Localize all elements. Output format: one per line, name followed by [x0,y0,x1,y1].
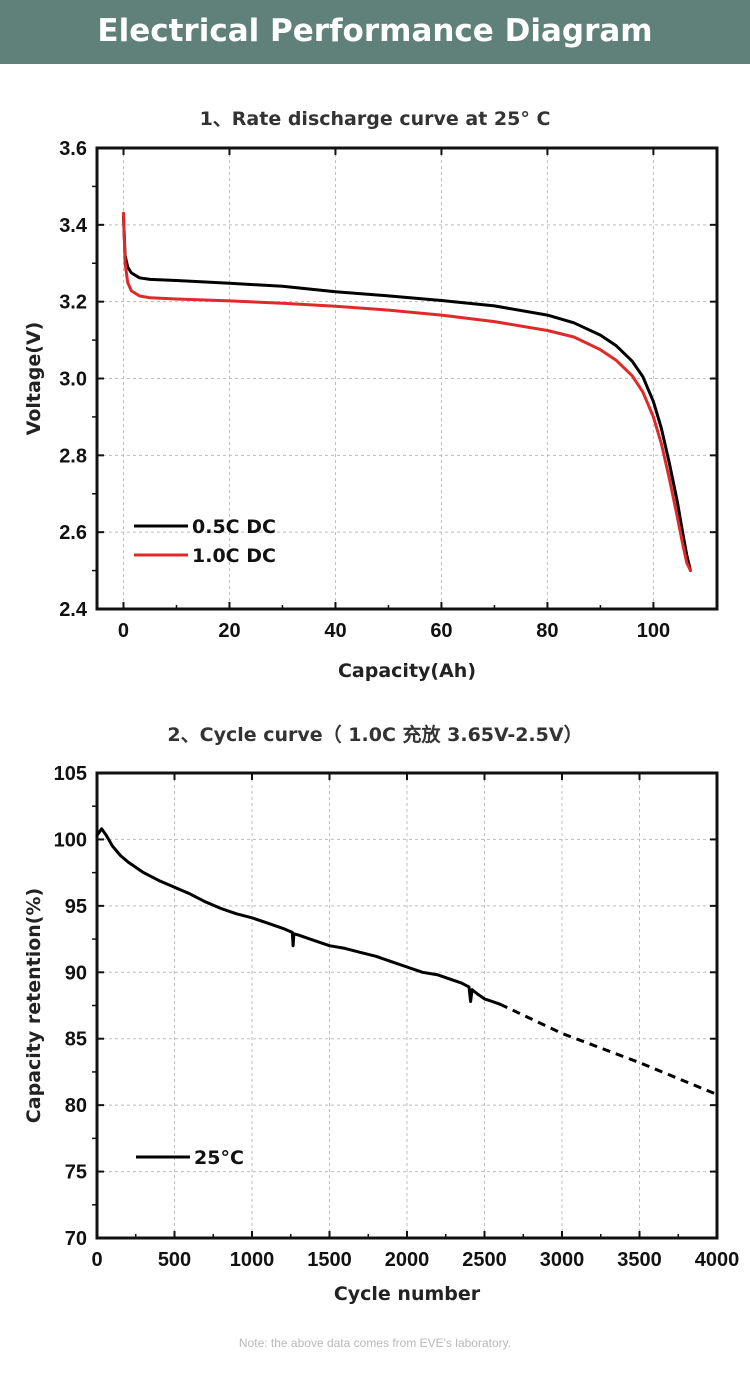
y-tick-label: 80 [65,1095,87,1117]
x-tick-label: 20 [218,620,240,642]
cycle-chart: 0 500 1000 1500 2000 2500 3000 3500 4000 70 75 80 85… [23,763,740,1305]
legend-label: 25°C [194,1147,244,1169]
x-tick-label: 0 [118,620,129,642]
page-title: Electrical Performance Diagram [97,13,653,49]
y-tick-label: 100 [54,829,87,851]
data-source-note: Note: the above data comes from EVE's la… [238,1336,512,1350]
y-tick-label: 2.6 [59,522,87,544]
series-line [95,827,502,1006]
y-axis-label: Voltage(V) [23,322,45,436]
discharge-chart: 0 20 40 60 80 100 2.4 2.6 2.8 3.0 3.2 3.4 3.6 Capacit… [23,138,719,682]
y-tick-label: 2.4 [59,599,88,621]
y-tick-label: 70 [65,1228,87,1250]
x-tick-label: 1000 [230,1249,275,1271]
y-tick-label: 105 [54,763,87,785]
legend-label: 1.0C DC [192,545,276,567]
x-tick-label: 1500 [307,1249,352,1271]
chart1-title: 1、Rate discharge curve at 25° C [199,108,551,130]
y-tick-label: 90 [65,962,87,984]
y-tick-label: 75 [65,1162,87,1184]
y-tick-label: 3.6 [59,138,87,160]
series-line [122,215,692,573]
plot-frame [95,771,719,1240]
y-tick-label: 95 [65,896,87,918]
x-tick-label: 40 [324,620,346,642]
y-tick-label: 2.8 [59,445,87,467]
y-tick-label: 3.4 [59,215,88,237]
legend-label: 0.5C DC [192,516,276,538]
chart2-title: 2、Cycle curve（ 1.0C 充放 3.65V-2.5V） [167,724,583,746]
x-tick-label: 60 [430,620,452,642]
x-tick-label: 4000 [695,1249,740,1271]
header-bar: Electrical Performance Diagram [0,0,750,64]
y-tick-label: 3.2 [59,292,87,314]
y-axis-label: Capacity retention(%) [23,888,45,1123]
x-tick-label: 3500 [617,1249,662,1271]
x-tick-label: 80 [536,620,558,642]
series-projection-line [499,1002,718,1096]
x-tick-label: 500 [158,1249,191,1271]
grid [97,773,717,1238]
grid [97,148,717,609]
y-tick-label: 3.0 [59,369,87,391]
x-tick-label: 0 [91,1249,102,1271]
x-tick-label: 3000 [540,1249,585,1271]
series-line [122,211,692,573]
x-tick-label: 2000 [385,1249,430,1271]
y-tick-label: 85 [65,1029,87,1051]
x-axis-label: Capacity(Ah) [338,660,476,682]
x-tick-label: 2500 [462,1249,507,1271]
x-tick-label: 100 [637,620,670,642]
x-axis-label: Cycle number [334,1283,481,1305]
